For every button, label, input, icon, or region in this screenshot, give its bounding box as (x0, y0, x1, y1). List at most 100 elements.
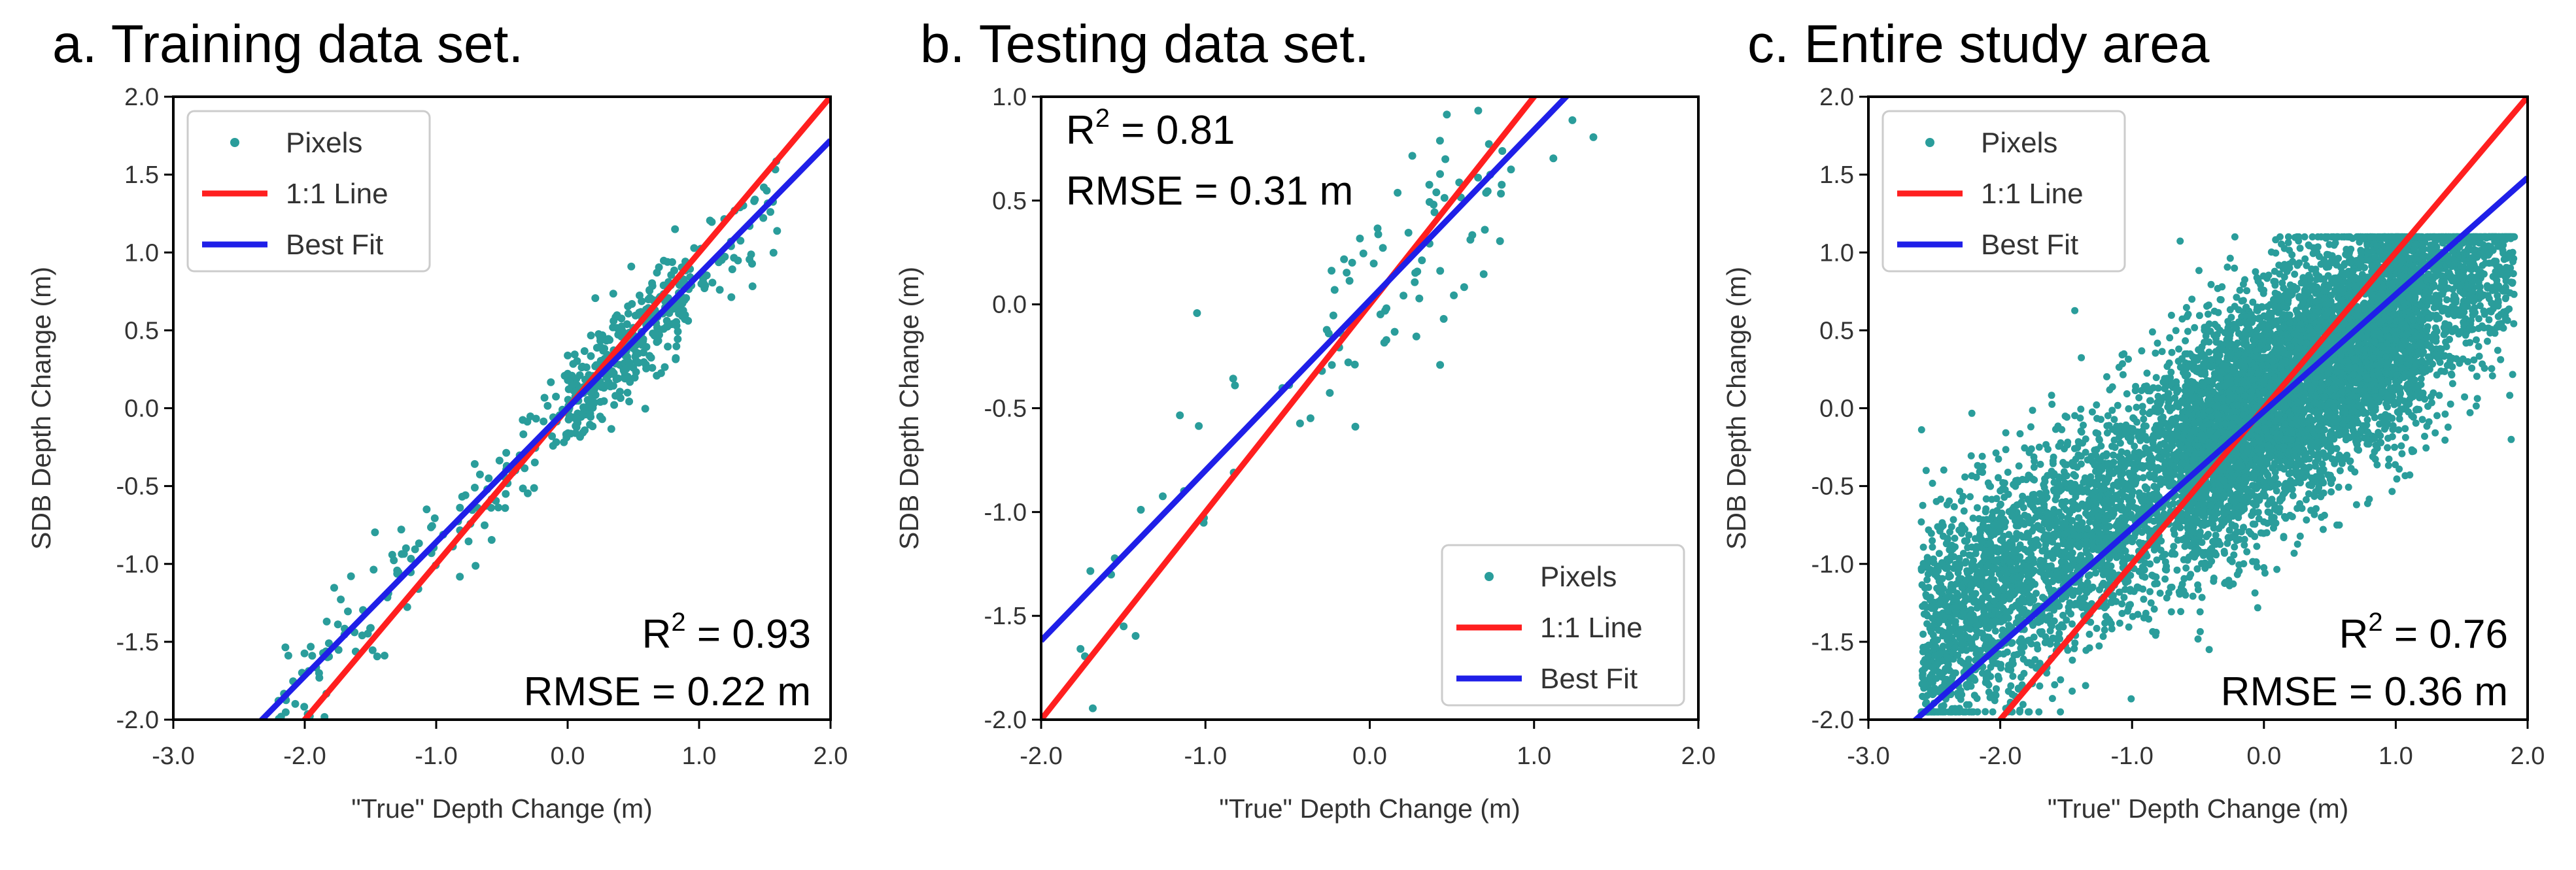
x-tick-label: -1.0 (1184, 743, 1227, 770)
scatter-point (415, 539, 423, 548)
scatter-point (625, 359, 634, 367)
scatter-point (625, 397, 634, 406)
r-squared-superscript: 2 (1095, 104, 1110, 133)
scatter-point (1505, 68, 1513, 76)
scatter-point (1131, 631, 1140, 640)
r-squared-symbol: R (1066, 108, 1095, 153)
scatter-point (1940, 466, 1948, 474)
scatter-point (1995, 455, 2002, 463)
scatter-point (485, 474, 493, 482)
scatter-point (371, 528, 379, 537)
scatter-point (607, 425, 615, 433)
legend-marker-pixels (230, 138, 239, 147)
scatter-point (2152, 374, 2160, 382)
scatter-point (487, 536, 496, 544)
scatter-point (552, 392, 560, 401)
scatter-point (2188, 295, 2196, 303)
scatter-point (631, 311, 640, 320)
scatter-point (2078, 428, 2086, 436)
scatter-point (2152, 349, 2159, 357)
scatter-point (1978, 452, 1986, 460)
scatter-point (1435, 137, 1444, 145)
scatter-point (2165, 589, 2172, 597)
scatter-point (1568, 116, 1577, 124)
scatter-point (678, 312, 687, 320)
scatter-point (1159, 492, 1167, 501)
scatter-point (748, 282, 757, 290)
chart-panel-1: b. Testing data set.-2.0 -1.0 0.0 1.0 2.0-2.… (894, 14, 1716, 824)
scatter-point (1982, 495, 1990, 503)
scatter-point (2138, 347, 2146, 355)
scatter-point (458, 492, 466, 501)
scatter-point (2110, 436, 2118, 444)
scatter-point (2284, 233, 2292, 241)
scatter-point (2280, 465, 2288, 473)
scatter-point (746, 255, 754, 263)
scatter-point (2435, 314, 2443, 322)
scatter-point (1359, 249, 1367, 258)
scatter-point (674, 327, 682, 336)
scatter-point (368, 646, 377, 654)
scatter-point (569, 360, 577, 368)
scatter-point (2280, 323, 2288, 331)
scatter-point (2035, 443, 2043, 451)
scatter-point (2441, 410, 2449, 418)
scatter-point (665, 309, 674, 317)
scatter-point (1949, 516, 1957, 524)
x-tick-label: 2.0 (1681, 743, 1716, 770)
scatter-point (2398, 450, 2406, 458)
scatter-point (1379, 244, 1387, 252)
scatter-point (397, 526, 405, 534)
scatter-point (1340, 255, 1348, 263)
scatter-point (572, 422, 580, 430)
scatter-point (2196, 627, 2204, 635)
scatter-point (574, 414, 582, 423)
scatter-point (586, 420, 594, 429)
scatter-point (2207, 280, 2215, 288)
scatter-point (540, 393, 549, 402)
one-to-one-line (301, 97, 831, 720)
y-tick-label: -1.5 (984, 603, 1027, 630)
scatter-point (2150, 605, 2158, 613)
rmse-label: RMSE = 0.22 m (524, 669, 811, 714)
scatter-point (1985, 688, 1993, 696)
scatter-point (369, 565, 378, 574)
scatter-point (1430, 208, 1439, 216)
scatter-point (672, 354, 680, 362)
scatter-point (1439, 314, 1448, 323)
scatter-point (2509, 258, 2516, 265)
scatter-point (1326, 389, 1334, 397)
scatter-point (623, 388, 632, 397)
scatter-point (1993, 495, 2001, 503)
scatter-point (398, 550, 406, 558)
scatter-point (2396, 415, 2403, 423)
scatter-point (1999, 537, 2006, 545)
y-tick-label: -2.0 (984, 707, 1027, 734)
scatter-point (2384, 461, 2392, 469)
scatter-point (471, 484, 479, 492)
scatter-point (2473, 373, 2481, 380)
legend-label: 1:1 Line (286, 178, 388, 210)
scatter-point (1959, 550, 1967, 558)
scatter-point (2105, 422, 2113, 429)
scatter-point (1343, 269, 1351, 277)
scatter-point (2002, 429, 2010, 437)
scatter-point (2191, 324, 2199, 331)
scatter-point (2204, 310, 2212, 318)
scatter-point (2302, 496, 2310, 503)
scatter-point (1324, 329, 1333, 338)
scatter-point (2140, 595, 2148, 603)
scatter-point (598, 331, 607, 339)
scatter-point (684, 316, 693, 325)
scatter-point (2425, 418, 2433, 426)
scatter-point (1968, 409, 1976, 417)
scatter-point (1425, 180, 1434, 189)
scatter-point (1137, 505, 1145, 514)
legend-label: Pixels (286, 127, 362, 159)
scatter-point (1328, 361, 1336, 369)
scatter-point (2131, 443, 2138, 450)
scatter-point (495, 456, 504, 465)
scatter-point (2009, 673, 2017, 680)
scatter-point (2260, 564, 2268, 571)
scatter-point (1949, 669, 1957, 677)
